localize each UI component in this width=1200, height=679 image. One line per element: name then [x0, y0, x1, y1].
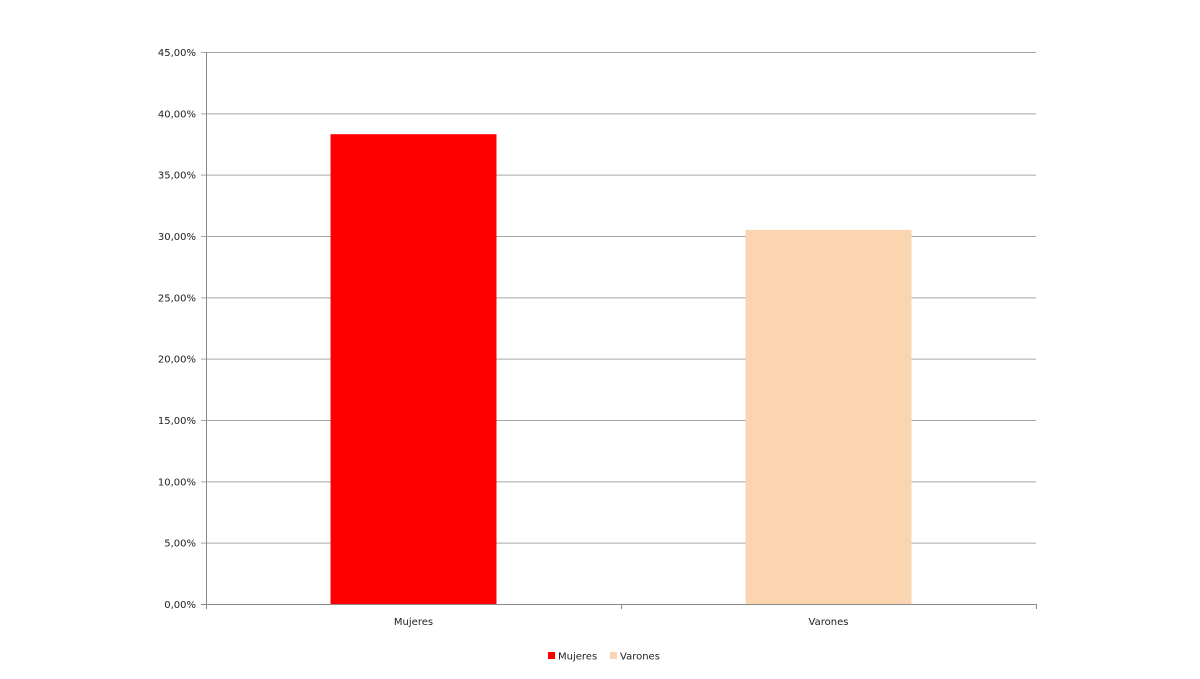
x-tick-label: Varones — [809, 617, 849, 628]
y-tick-label: 20,00% — [158, 355, 196, 366]
bar-mujeres — [330, 134, 497, 605]
y-tick-label: 45,00% — [158, 48, 196, 59]
x-tick-label: Mujeres — [394, 617, 433, 628]
y-tick-label: 10,00% — [158, 477, 196, 488]
y-tick-label: 5,00% — [164, 539, 196, 550]
legend-label-varones: Varones — [620, 652, 660, 663]
legend-label-mujeres: Mujeres — [558, 652, 597, 663]
y-tick-label: 40,00% — [158, 109, 196, 120]
y-tick-label: 30,00% — [158, 232, 196, 243]
y-tick-label: 35,00% — [158, 171, 196, 182]
legend-swatch-mujeres — [548, 652, 555, 659]
legend-swatch-varones — [610, 652, 617, 659]
bar-varones — [745, 229, 912, 604]
y-tick-label: 25,00% — [158, 293, 196, 304]
y-tick-label: 0,00% — [164, 600, 196, 611]
y-tick-label: 15,00% — [158, 416, 196, 427]
